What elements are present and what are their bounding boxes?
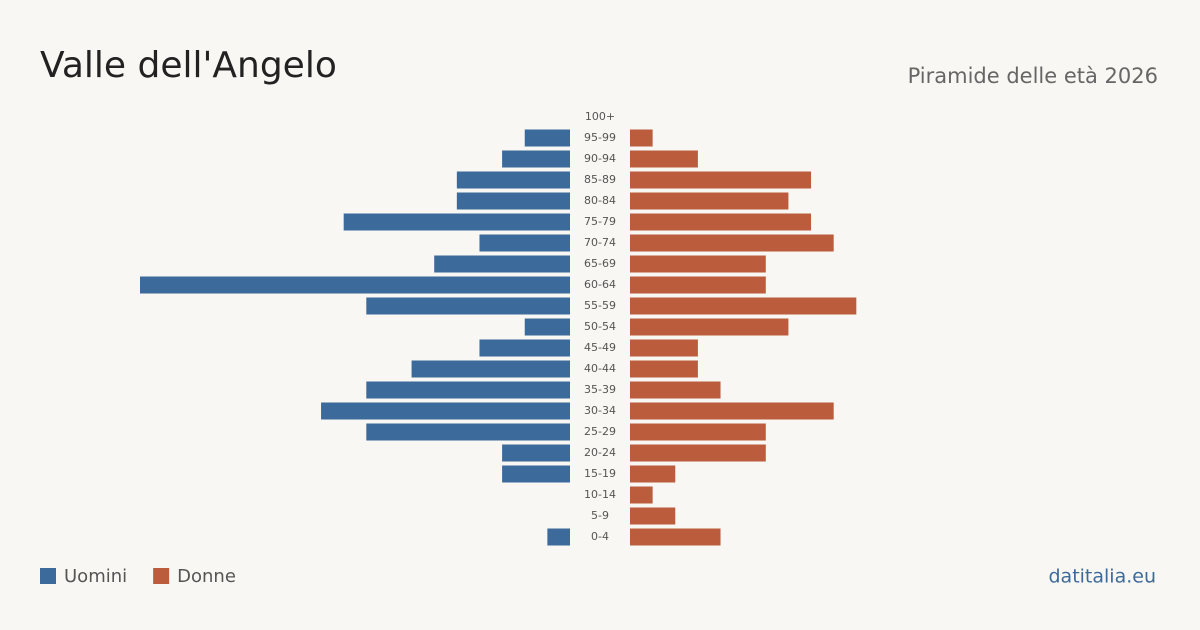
category-label: 30-34 — [584, 404, 616, 417]
legend-label: Uomini — [64, 566, 127, 587]
legend-label: Donne — [177, 566, 236, 587]
category-label: 100+ — [585, 110, 615, 123]
bar — [630, 444, 766, 462]
bar — [343, 213, 570, 231]
bar — [140, 276, 570, 294]
category-label: 95-99 — [584, 131, 616, 144]
bar — [630, 486, 653, 504]
category-label: 65-69 — [584, 257, 616, 270]
category-label: 20-24 — [584, 446, 616, 459]
bar — [502, 444, 570, 462]
bar — [630, 192, 789, 210]
category-label: 5-9 — [591, 509, 609, 522]
legend-swatch — [40, 568, 56, 584]
bar — [630, 507, 676, 525]
category-label: 80-84 — [584, 194, 616, 207]
bar — [366, 423, 570, 441]
category-label: 45-49 — [584, 341, 616, 354]
category-label: 70-74 — [584, 236, 616, 249]
bar — [630, 213, 812, 231]
legend-swatch — [153, 568, 170, 584]
bar — [630, 465, 676, 483]
category-label: 35-39 — [584, 383, 616, 396]
bar — [547, 528, 570, 546]
bar — [321, 402, 570, 420]
bar — [524, 318, 570, 336]
chart-subtitle: Piramide delle età 2026 — [908, 64, 1158, 88]
bar — [524, 129, 570, 147]
bar — [630, 339, 698, 357]
category-label: 85-89 — [584, 173, 616, 186]
category-label: 15-19 — [584, 467, 616, 480]
bar — [630, 381, 721, 399]
category-label: 10-14 — [584, 488, 616, 501]
bar — [434, 255, 570, 273]
bar — [630, 360, 698, 378]
bar — [456, 192, 570, 210]
bar — [630, 129, 653, 147]
category-label: 90-94 — [584, 152, 616, 165]
bar — [630, 528, 721, 546]
bar — [630, 171, 812, 189]
bar — [502, 150, 570, 168]
category-label: 40-44 — [584, 362, 616, 375]
bar — [630, 150, 698, 168]
bar — [411, 360, 570, 378]
category-label: 50-54 — [584, 320, 616, 333]
bar — [502, 465, 570, 483]
bar — [630, 402, 834, 420]
chart-title: Valle dell'Angelo — [40, 45, 337, 86]
bar — [366, 297, 570, 315]
bar — [630, 297, 857, 315]
bar — [630, 234, 834, 252]
bar — [630, 423, 766, 441]
category-label: 75-79 — [584, 215, 616, 228]
category-label: 55-59 — [584, 299, 616, 312]
bar — [630, 255, 766, 273]
source: datitalia.eu — [1049, 566, 1157, 588]
category-label: 0-4 — [591, 530, 609, 543]
bar — [630, 318, 789, 336]
bar — [456, 171, 570, 189]
bar — [479, 339, 570, 357]
bar — [630, 276, 766, 294]
bar — [366, 381, 570, 399]
bar — [479, 234, 570, 252]
category-label: 25-29 — [584, 425, 616, 438]
category-label: 60-64 — [584, 278, 616, 291]
